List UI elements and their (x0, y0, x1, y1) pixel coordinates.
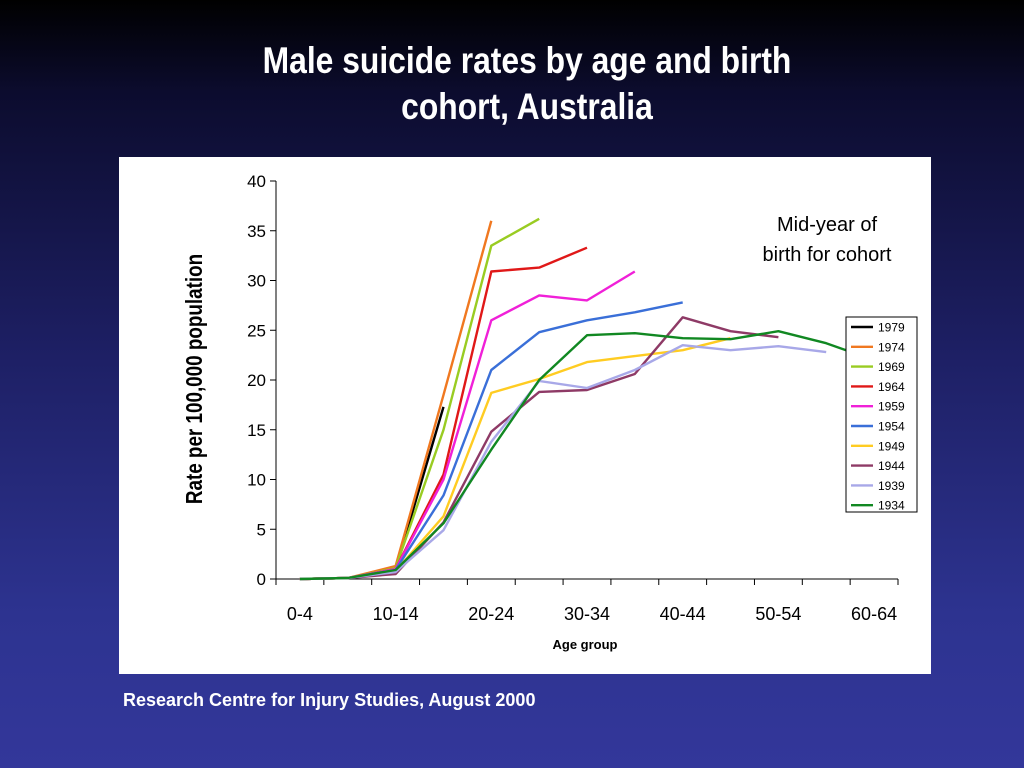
legend-label-1954: 1954 (878, 420, 905, 434)
x-tick-label: 20-24 (468, 604, 514, 624)
legend-label-1964: 1964 (878, 380, 905, 394)
legend-label-1969: 1969 (878, 360, 905, 374)
x-tick-label: 50-54 (755, 604, 801, 624)
legend-label-1974: 1974 (878, 340, 905, 354)
series-line-1944 (299, 316, 779, 581)
x-tick-label: 60-64 (851, 604, 897, 624)
slide-title-line-1: Male suicide rates by age and birth (262, 40, 792, 81)
y-tick-label: 30 (247, 272, 266, 291)
legend-label-1949: 1949 (878, 439, 905, 453)
annotation-line-1: Mid-year of (777, 214, 877, 236)
series-lines (299, 217, 875, 581)
series-line-1939 (299, 343, 827, 581)
legend-label-1934: 1934 (878, 499, 905, 513)
legend-label-1944: 1944 (878, 459, 905, 473)
legend-label-1939: 1939 (878, 479, 905, 493)
axes: 0 5 10 15 20 25 30 35 40 0-4 10-14 20-24 30-34 40-44 5… (247, 172, 899, 624)
legend-label-1979: 1979 (878, 321, 905, 335)
y-tick-label: 35 (247, 222, 266, 241)
x-tick-label: 10-14 (373, 604, 419, 624)
slide-title: Male suicide rates by age and birth coho… (170, 38, 884, 130)
chart-panel: 0 5 10 15 20 25 30 35 40 0-4 10-14 20-24 30-34 40-44 5… (119, 157, 931, 674)
series-line-1934 (299, 329, 875, 581)
slide-title-line-2: cohort, Australia (401, 86, 653, 127)
legend: 1979 1974 1969 1964 1959 1954 1949 1944 1939 1934 (845, 316, 918, 513)
legend-box (845, 316, 918, 513)
annotation-line-2: birth for cohort (763, 244, 892, 266)
y-axis-label: Rate per 100,000 population (182, 254, 207, 504)
y-tick-label: 0 (257, 570, 266, 589)
footer-credit: Research Centre for Injury Studies, Augu… (123, 690, 536, 710)
y-tick-label: 15 (247, 421, 266, 440)
x-axis-label: Age group (553, 637, 618, 652)
x-tick-label: 40-44 (660, 604, 706, 624)
series-line-1974 (299, 220, 493, 581)
y-tick-label: 20 (247, 371, 266, 390)
y-tick-label: 5 (257, 520, 266, 539)
y-tick-label: 10 (247, 471, 266, 490)
series-line-1949 (299, 337, 731, 581)
legend-label-1959: 1959 (878, 400, 905, 414)
y-tick-label: 25 (247, 321, 266, 340)
y-tick-label: 40 (247, 172, 266, 191)
x-tick-label: 30-34 (564, 604, 610, 624)
series-line-1959 (299, 270, 636, 581)
x-tick-label: 0-4 (287, 604, 313, 624)
annotation: Mid-year of birth for cohort (763, 214, 892, 266)
line-chart: 0 5 10 15 20 25 30 35 40 0-4 10-14 20-24 30-34 40-44 5… (182, 172, 918, 652)
